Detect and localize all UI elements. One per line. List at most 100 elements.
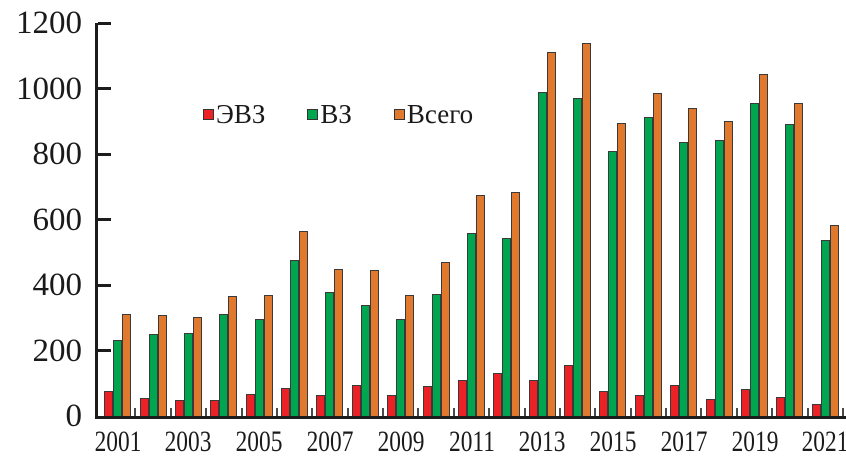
bar	[122, 314, 132, 416]
x-tick	[453, 408, 455, 416]
bar-group	[100, 23, 135, 416]
bar	[749, 103, 759, 416]
bar	[740, 389, 750, 416]
bar	[245, 394, 255, 416]
legend-item-evz: ЭВЗ	[203, 99, 265, 129]
bar-group	[808, 23, 843, 416]
x-tick	[594, 408, 596, 416]
bar	[299, 231, 309, 416]
x-tick	[807, 408, 809, 416]
x-tick	[630, 408, 632, 416]
bar	[405, 295, 415, 416]
bar	[537, 92, 547, 416]
legend: ЭВЗ ВЗ Всего	[203, 99, 473, 129]
x-tick	[417, 408, 419, 416]
legend-item-vz: ВЗ	[307, 99, 352, 129]
bar	[183, 333, 193, 416]
bar	[714, 140, 724, 416]
x-tick	[736, 408, 738, 416]
bar	[440, 262, 450, 416]
legend-swatch-vz	[307, 108, 319, 120]
legend-label-vz: ВЗ	[320, 99, 352, 129]
bar	[564, 365, 574, 416]
x-tick	[771, 408, 773, 416]
y-tick-label: 600	[32, 202, 83, 238]
bar	[643, 117, 653, 416]
bar	[325, 292, 335, 416]
x-tick	[276, 408, 278, 416]
bar-group	[631, 23, 666, 416]
bar	[139, 398, 149, 416]
x-tick	[842, 408, 844, 416]
bar	[502, 238, 512, 416]
y-tick-label: 1200	[16, 5, 82, 41]
bar	[360, 305, 370, 416]
bar	[582, 43, 592, 416]
bar-group	[489, 23, 524, 416]
bar	[670, 385, 680, 416]
bar	[679, 142, 689, 416]
bar	[493, 373, 503, 416]
bar	[528, 380, 538, 416]
bar	[281, 388, 291, 416]
x-tick	[134, 408, 136, 416]
legend-item-vsego: Всего	[393, 99, 474, 129]
legend-label-vsego: Всего	[406, 99, 474, 129]
y-tick	[98, 218, 111, 221]
y-tick	[98, 153, 111, 156]
plot-area	[100, 23, 843, 416]
bar	[723, 121, 733, 416]
x-tick	[488, 408, 490, 416]
y-tick-label: 200	[32, 333, 83, 369]
bar	[705, 399, 715, 416]
bar	[174, 400, 184, 416]
x-tick	[665, 408, 667, 416]
x-tick	[700, 408, 702, 416]
bar	[316, 395, 326, 416]
x-tick	[205, 408, 207, 416]
y-tick-label: 1000	[16, 71, 82, 107]
bar	[820, 240, 830, 416]
y-axis-line	[95, 23, 98, 419]
bar	[334, 269, 344, 416]
bar	[228, 296, 238, 416]
bar-group	[525, 23, 560, 416]
bar-group	[242, 23, 277, 416]
bar	[652, 93, 662, 416]
bar	[608, 151, 618, 416]
bar	[794, 103, 804, 416]
bar	[829, 225, 839, 416]
bar	[351, 385, 361, 416]
y-tick	[98, 284, 111, 287]
y-tick-label: 400	[32, 267, 83, 303]
legend-label-evz: ЭВЗ	[216, 99, 266, 129]
bar-group	[383, 23, 418, 416]
x-tick	[524, 408, 526, 416]
bar	[210, 400, 220, 416]
x-tick	[170, 408, 172, 416]
bar	[457, 380, 467, 416]
bar	[396, 319, 406, 416]
bar	[157, 315, 167, 416]
bar	[431, 294, 441, 416]
x-axis-line	[95, 416, 846, 419]
bar	[634, 395, 644, 416]
x-tick	[382, 408, 384, 416]
x-tick-label: 2011	[449, 425, 495, 458]
bar-group	[701, 23, 736, 416]
y-tick	[98, 349, 111, 352]
bar-group	[560, 23, 595, 416]
bar	[599, 391, 609, 416]
bar-group	[737, 23, 772, 416]
bar	[113, 340, 123, 416]
bar	[466, 233, 476, 416]
bar	[688, 108, 698, 416]
bar	[148, 334, 158, 416]
bar	[104, 391, 114, 416]
bar	[387, 395, 397, 416]
bar	[475, 195, 485, 416]
bar-group	[171, 23, 206, 416]
bar	[573, 98, 583, 416]
x-tick-label: 2007	[306, 425, 354, 458]
